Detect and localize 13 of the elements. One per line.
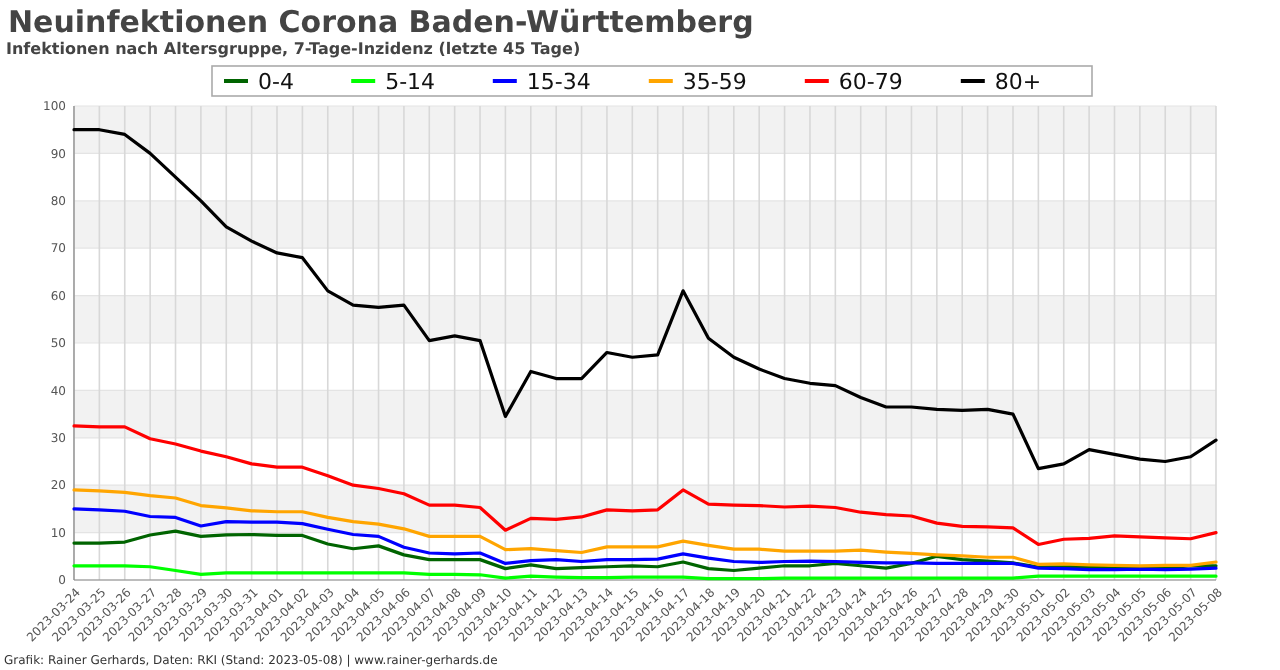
line-series <box>72 128 1218 471</box>
legend-label: 0-4 <box>258 68 294 95</box>
legend-label: 5-14 <box>385 68 436 95</box>
chart-subtitle: Infektionen nach Altersgruppe, 7-Tage-Inzidenz (letzte 45 Tage) <box>6 40 581 58</box>
line-series <box>72 488 1218 568</box>
legend-label: 60-79 <box>838 68 903 95</box>
line-series <box>72 424 1218 547</box>
legend-label: 80+ <box>994 68 1042 95</box>
legend-label: 15-34 <box>526 68 591 95</box>
chart-title: Neuinfektionen Corona Baden-Württemberg <box>8 4 754 40</box>
line-series <box>72 529 1218 573</box>
legend-label: 35-59 <box>682 68 747 95</box>
line-series <box>72 507 1218 572</box>
